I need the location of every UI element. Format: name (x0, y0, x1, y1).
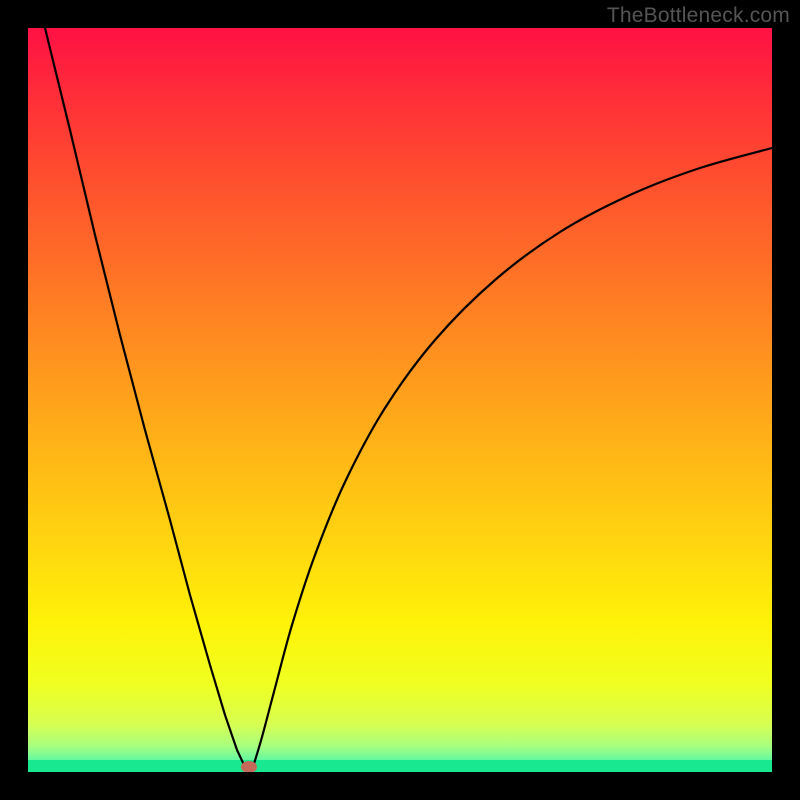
plot-background (28, 28, 772, 772)
bottleneck-chart (0, 0, 800, 800)
optimum-marker (241, 761, 257, 773)
chart-container: TheBottleneck.com (0, 0, 800, 800)
green-band (28, 760, 772, 772)
watermark-text: TheBottleneck.com (607, 4, 790, 28)
